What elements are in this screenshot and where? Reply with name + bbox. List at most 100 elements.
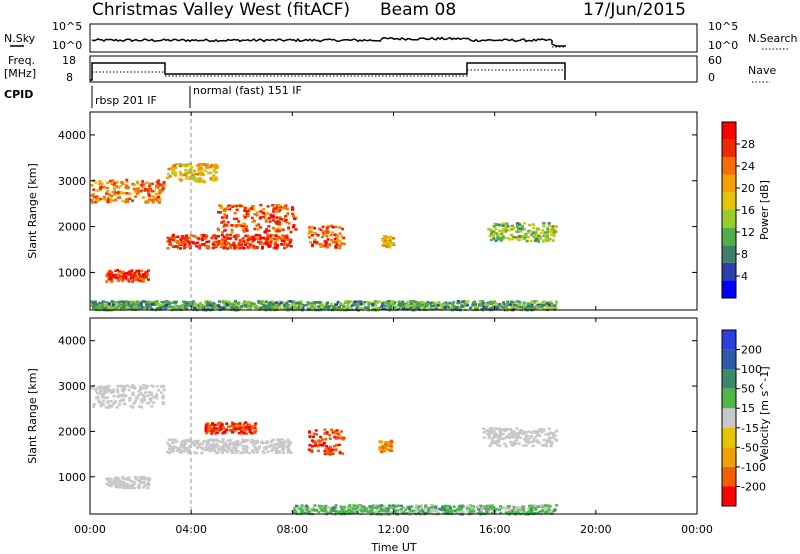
- data-cell: [212, 426, 216, 429]
- data-cell: [323, 232, 327, 236]
- data-cell: [284, 204, 288, 207]
- data-cell: [220, 423, 224, 426]
- data-cell: [180, 163, 184, 167]
- data-cell: [96, 395, 100, 399]
- data-cell: [273, 306, 277, 309]
- data-cell: [449, 506, 452, 509]
- data-cell: [161, 401, 165, 404]
- data-cell: [544, 504, 548, 507]
- colorbar-swatch: [722, 408, 736, 428]
- data-cell: [208, 300, 212, 303]
- data-cell: [128, 270, 132, 273]
- data-cell: [313, 509, 317, 512]
- data-cell: [392, 242, 396, 245]
- data-cell: [327, 506, 330, 509]
- data-cell: [515, 222, 519, 225]
- data-cell: [98, 301, 102, 305]
- data-cell: [313, 307, 317, 311]
- y-tick-label: 3000: [58, 380, 86, 393]
- data-cell: [185, 307, 189, 311]
- data-cell: [533, 436, 537, 439]
- data-cell: [501, 224, 505, 228]
- data-cell: [359, 302, 363, 306]
- data-cell: [455, 508, 459, 512]
- data-cell: [173, 164, 177, 168]
- data-cell: [457, 508, 461, 511]
- data-cell: [492, 237, 496, 240]
- data-cell: [526, 305, 530, 308]
- data-cell: [155, 303, 159, 306]
- data-cell: [402, 508, 406, 511]
- data-cell: [94, 200, 98, 204]
- data-cell: [274, 234, 278, 237]
- data-cell: [320, 438, 324, 441]
- data-cell: [381, 302, 384, 305]
- data-cell: [514, 230, 518, 233]
- data-cell: [139, 279, 142, 283]
- data-cell: [96, 386, 100, 389]
- data-cell: [320, 505, 324, 508]
- data-cell: [527, 511, 531, 515]
- data-cell: [110, 481, 114, 484]
- data-cell: [254, 447, 258, 450]
- data-cell: [250, 216, 254, 220]
- data-cell: [182, 439, 186, 443]
- data-cell: [430, 305, 433, 308]
- data-cell: [170, 167, 174, 170]
- data-cell: [202, 439, 206, 443]
- data-cell: [312, 301, 316, 304]
- data-cell: [147, 191, 151, 194]
- data-cell: [308, 229, 312, 232]
- data-cell: [315, 301, 319, 304]
- data-cell: [234, 204, 238, 208]
- data-cell: [429, 508, 433, 511]
- data-cell: [467, 507, 471, 511]
- data-cell: [127, 388, 131, 392]
- data-cell: [311, 243, 315, 246]
- data-cell: [209, 303, 213, 307]
- data-cell: [166, 173, 170, 176]
- data-cell: [542, 222, 546, 225]
- data-cell: [452, 300, 456, 304]
- nsky-label: N.Sky: [4, 32, 36, 45]
- data-cell: [438, 308, 442, 311]
- data-cell: [532, 301, 536, 304]
- data-cell: [287, 244, 291, 247]
- data-cell: [541, 509, 544, 512]
- range-feature: [105, 475, 152, 490]
- data-cell: [234, 451, 238, 455]
- data-cell: [195, 245, 199, 248]
- colorbar-swatch: [722, 122, 736, 140]
- data-cell: [452, 505, 456, 508]
- data-cell: [181, 241, 185, 244]
- data-cell: [366, 300, 370, 304]
- data-cell: [526, 302, 530, 305]
- data-cell: [308, 444, 312, 447]
- data-cell: [408, 509, 411, 513]
- data-cell: [177, 448, 181, 452]
- data-cell: [179, 448, 183, 452]
- data-cell: [157, 191, 161, 194]
- data-cell: [300, 509, 303, 512]
- beam-title: Beam 08: [380, 0, 456, 20]
- data-cell: [464, 302, 468, 305]
- data-cell: [355, 508, 359, 512]
- data-cell: [291, 302, 294, 305]
- data-cell: [211, 176, 215, 179]
- data-cell: [499, 434, 503, 437]
- nsky-tick-top: 10^5: [52, 20, 82, 33]
- data-cell: [385, 301, 389, 304]
- data-cell: [253, 227, 257, 231]
- data-cell: [119, 308, 123, 311]
- data-cell: [146, 394, 150, 398]
- data-cell: [144, 270, 148, 274]
- nsky-line: [91, 36, 566, 47]
- data-cell: [236, 440, 240, 443]
- data-cell: [191, 177, 195, 181]
- data-cell: [265, 228, 268, 231]
- data-cell: [283, 440, 287, 443]
- data-cell: [340, 436, 343, 439]
- data-cell: [157, 388, 161, 392]
- data-cell: [478, 510, 482, 514]
- data-cell: [191, 300, 195, 303]
